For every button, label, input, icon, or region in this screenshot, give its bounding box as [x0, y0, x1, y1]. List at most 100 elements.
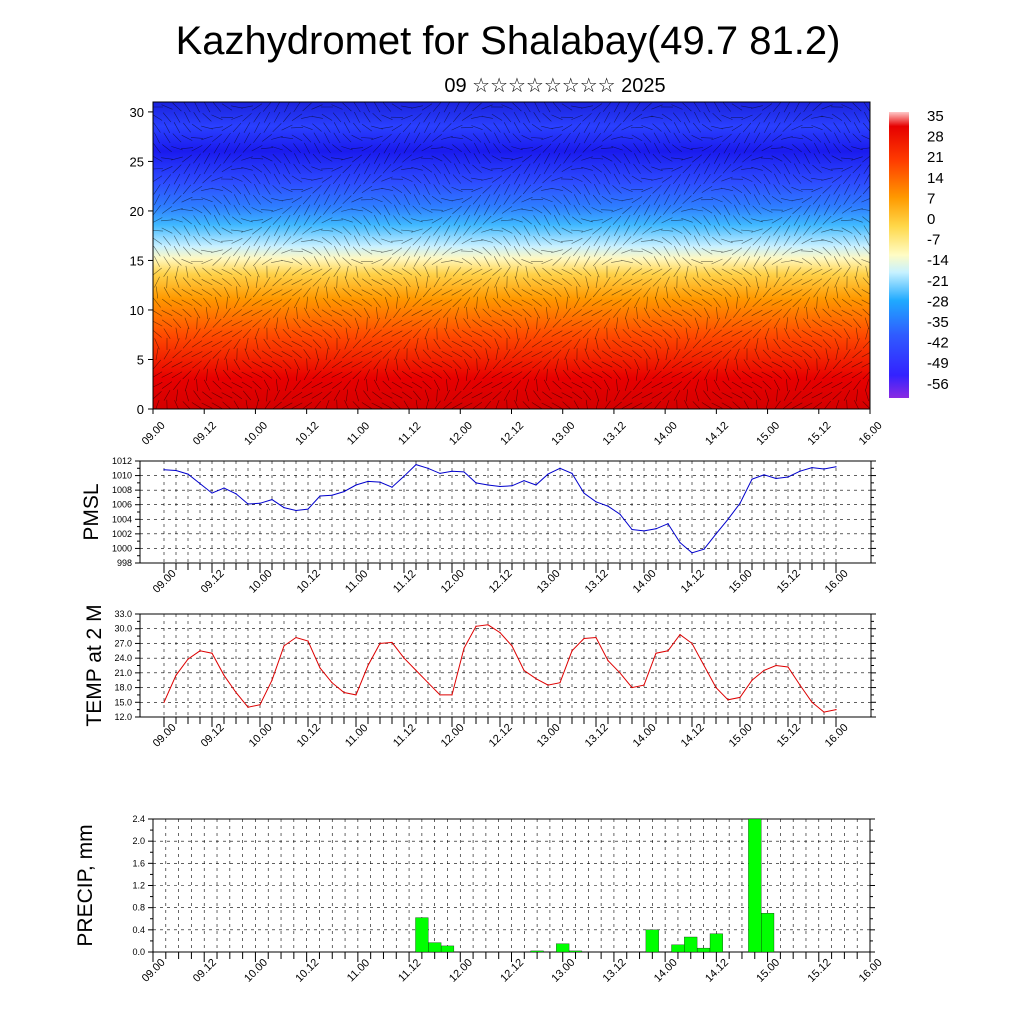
x-tick-label: 11.12 — [391, 568, 418, 595]
data-point — [211, 492, 213, 494]
data-point — [343, 491, 345, 493]
data-point — [391, 641, 393, 644]
data-point — [679, 634, 681, 636]
x-tick-label: 11.12 — [391, 722, 418, 749]
colorbar-label: 14 — [927, 170, 944, 187]
x-tick-label: 09.12 — [191, 957, 219, 985]
data-point — [727, 518, 729, 520]
data-point — [163, 701, 165, 703]
data-point — [595, 636, 597, 639]
data-point — [655, 652, 657, 654]
x-tick-label: 14.00 — [631, 568, 659, 596]
data-point — [823, 711, 825, 713]
data-point — [691, 552, 693, 554]
x-tick-label: 11.00 — [345, 957, 372, 984]
data-point — [271, 679, 273, 681]
data-point — [835, 709, 837, 711]
y-tick-label: 20 — [130, 204, 144, 219]
colorbar: 35 28 21 14 7 0 -7 -14 -21 -28 -35 -42 -49 -56 — [889, 108, 949, 398]
data-point — [331, 494, 333, 496]
y-tick-label: 21.0 — [114, 668, 132, 678]
data-point — [763, 474, 765, 476]
y-tick-label: 5 — [137, 352, 144, 367]
x-tick-label: 14.12 — [703, 420, 731, 448]
data-point — [787, 666, 789, 668]
data-point — [559, 467, 561, 469]
colorbar-label: -49 — [927, 355, 949, 372]
x-tick-label: 10.00 — [247, 722, 275, 750]
data-point — [247, 503, 249, 505]
x-tick-label: 11.00 — [343, 722, 370, 749]
data-point — [787, 476, 789, 478]
precip-bar — [748, 818, 762, 953]
data-point — [283, 507, 285, 509]
data-point — [619, 513, 621, 515]
data-point — [451, 470, 453, 472]
x-tick-label: 12.00 — [447, 957, 475, 985]
data-point — [211, 652, 213, 654]
data-point — [583, 492, 585, 494]
data-point — [775, 477, 777, 480]
y-tick-label: 33.0 — [114, 609, 132, 619]
precip-bar — [671, 944, 685, 953]
x-tick-label: 14.00 — [652, 957, 680, 985]
precip-bar — [428, 942, 442, 953]
data-point — [691, 642, 693, 645]
y-tick-label: 1006 — [112, 500, 132, 510]
x-tick-label: 12.12 — [487, 568, 515, 596]
x-tick-label: 09.00 — [151, 568, 179, 596]
data-point — [655, 528, 657, 530]
data-point — [751, 478, 753, 480]
data-point — [667, 523, 669, 525]
colorbar-label: -14 — [927, 252, 949, 269]
x-tick-label: 12.12 — [498, 420, 526, 448]
y-tick-label: 1008 — [112, 485, 132, 495]
data-point — [319, 495, 321, 497]
precip-bar — [530, 950, 544, 953]
data-point — [739, 696, 741, 698]
data-point — [175, 469, 177, 472]
data-point — [583, 637, 585, 640]
x-tick-label: 09.00 — [140, 420, 168, 448]
x-tick-label: 14.12 — [703, 957, 731, 985]
y-tick-label: 2.4 — [132, 814, 145, 824]
x-tick-label: 13.00 — [535, 568, 563, 596]
data-point — [715, 533, 717, 535]
data-point — [283, 645, 285, 647]
data-point — [403, 657, 405, 659]
colorbar-label: 7 — [927, 190, 935, 207]
colorbar-label: 35 — [927, 108, 944, 125]
colorbar-label: -42 — [927, 335, 949, 352]
data-point — [367, 480, 369, 482]
wind-arrow-field — [153, 102, 870, 409]
data-point — [439, 472, 441, 474]
colorbar-label: -21 — [927, 273, 949, 290]
data-point — [415, 464, 417, 466]
x-tick-label: 13.12 — [601, 420, 629, 448]
data-point — [619, 672, 621, 674]
data-point — [499, 485, 501, 488]
chart-title: Kazhydromet for Shalabay(49.7 81.2) — [176, 19, 841, 63]
colorbar-ramp — [889, 112, 909, 398]
data-point — [235, 493, 237, 495]
x-tick-label: 16.00 — [857, 957, 885, 985]
y-tick-label: 27.0 — [114, 638, 132, 648]
data-point — [439, 694, 441, 696]
data-point — [811, 466, 813, 469]
data-point — [307, 640, 309, 642]
y-tick-label: 0.4 — [132, 925, 145, 935]
y-tick-label: 1.6 — [132, 858, 145, 868]
x-tick-label: 15.12 — [806, 420, 834, 448]
data-point — [751, 679, 753, 681]
data-point — [799, 470, 801, 472]
data-point — [427, 682, 429, 684]
y-tick-label: 1004 — [112, 514, 132, 524]
data-point — [463, 647, 465, 649]
precip-bar — [697, 947, 711, 953]
data-point — [643, 530, 645, 532]
data-point — [547, 684, 549, 686]
y-tick-label: 1.2 — [132, 881, 145, 891]
data-point — [463, 471, 465, 473]
x-tick-label: 15.00 — [727, 568, 755, 596]
y-tick-label: 15 — [130, 253, 144, 268]
